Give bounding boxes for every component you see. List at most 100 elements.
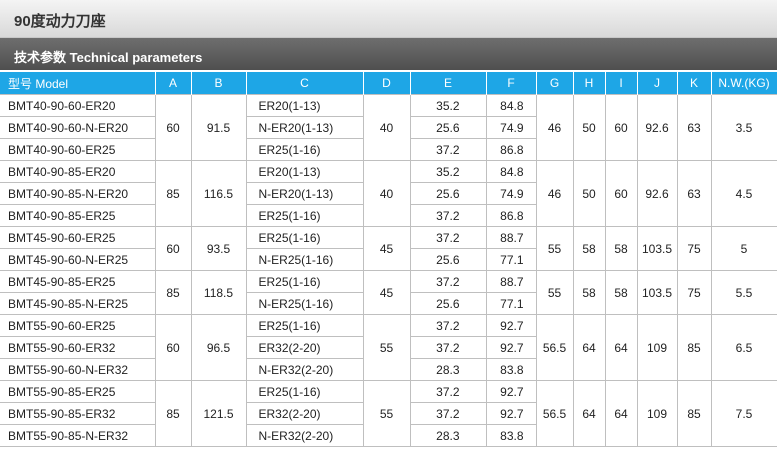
cell-f: 92.7 — [485, 402, 537, 425]
cell-model: BMT40-90-60-ER20 — [0, 94, 156, 117]
cell-h: 64 — [572, 380, 606, 447]
cell-e: 28.3 — [409, 358, 487, 381]
cell-g: 55 — [535, 226, 574, 271]
cell-j: 92.6 — [636, 94, 678, 161]
cell-b: 118.5 — [190, 270, 247, 315]
table-row: BMT40-90-60-ER20 60 91.5 ER20(1-13) 40 35.2 84… — [0, 94, 777, 161]
header-model: 型号 Model — [0, 72, 156, 95]
cell-k: 75 — [676, 226, 712, 271]
cell-a: 60 — [154, 226, 192, 271]
cell-g: 56.5 — [535, 314, 574, 381]
header-d: D — [363, 72, 411, 95]
table-header-row: 型号 Model A B C D E F G H I J K N.W.(KG) — [0, 72, 777, 95]
cell-g: 56.5 — [535, 380, 574, 447]
table-row: BMT45-90-85-ER25 85 118.5 ER25(1-16) 45 37.2 8… — [0, 270, 777, 315]
cell-g: 46 — [535, 94, 574, 161]
cell-f: 88.7 — [485, 270, 537, 293]
cell-f: 83.8 — [485, 358, 537, 381]
header-i: I — [605, 72, 638, 95]
cell-model: BMT40-90-85-ER25 — [0, 204, 156, 227]
cell-k: 85 — [676, 314, 712, 381]
cell-model: BMT55-90-85-ER25 — [0, 380, 156, 403]
cell-model: BMT55-90-60-N-ER32 — [0, 358, 156, 381]
header-b: B — [191, 72, 247, 95]
cell-f: 77.1 — [485, 292, 537, 315]
cell-e: 37.2 — [409, 380, 487, 403]
cell-c: N-ER25(1-16) — [245, 248, 364, 271]
cell-j: 103.5 — [636, 226, 678, 271]
cell-c: ER25(1-16) — [245, 314, 364, 337]
cell-a: 85 — [154, 270, 192, 315]
header-c: C — [246, 72, 364, 95]
cell-h: 58 — [572, 270, 606, 315]
cell-model: BMT45-90-85-N-ER25 — [0, 292, 156, 315]
cell-c: ER25(1-16) — [245, 226, 364, 249]
page-title: 90度动力刀座 — [0, 0, 777, 38]
cell-d: 55 — [362, 380, 411, 447]
cell-nw: 5.5 — [710, 270, 777, 315]
header-f: F — [486, 72, 537, 95]
table-row: BMT45-90-60-N-ER25 N-ER25(1-16) 25.6 77.1 — [0, 248, 777, 271]
cell-f: 74.9 — [485, 116, 537, 139]
cell-f: 84.8 — [485, 94, 537, 117]
cell-h: 64 — [572, 314, 606, 381]
cell-i: 64 — [604, 314, 638, 381]
cell-a: 85 — [154, 380, 192, 447]
cell-model: BMT55-90-60-ER32 — [0, 336, 156, 359]
cell-nw: 6.5 — [710, 314, 777, 381]
cell-model: BMT40-90-60-N-ER20 — [0, 116, 156, 139]
cell-d: 40 — [362, 160, 411, 227]
cell-f: 83.8 — [485, 424, 537, 447]
cell-i: 64 — [604, 380, 638, 447]
cell-c: ER25(1-16) — [245, 380, 364, 403]
header-g: G — [536, 72, 574, 95]
table-row: BMT45-90-85-N-ER25 N-ER25(1-16) 25.6 77.1 — [0, 292, 777, 315]
table-row: BMT40-90-85-ER20 85 116.5 ER20(1-13) 40 35.2 8… — [0, 160, 777, 227]
cell-k: 63 — [676, 94, 712, 161]
cell-e: 25.6 — [409, 292, 487, 315]
cell-nw: 4.5 — [710, 160, 777, 227]
cell-c: ER25(1-16) — [245, 204, 364, 227]
cell-nw: 3.5 — [710, 94, 777, 161]
cell-f: 77.1 — [485, 248, 537, 271]
cell-c: N-ER20(1-13) — [245, 116, 364, 139]
cell-model: BMT55-90-85-N-ER32 — [0, 424, 156, 447]
table-row: BMT55-90-60-ER25 60 96.5 ER25(1-16) 55 37.2 92… — [0, 314, 777, 381]
cell-model: BMT40-90-85-N-ER20 — [0, 182, 156, 205]
cell-b: 93.5 — [190, 226, 247, 271]
cell-b: 121.5 — [190, 380, 247, 447]
cell-model: BMT45-90-85-ER25 — [0, 270, 156, 293]
cell-model: BMT40-90-85-ER20 — [0, 160, 156, 183]
section-title: 技术参数 Technical parameters — [0, 38, 777, 72]
cell-f: 86.8 — [485, 138, 537, 161]
cell-d: 45 — [362, 226, 411, 271]
cell-c: N-ER25(1-16) — [245, 292, 364, 315]
cell-d: 45 — [362, 270, 411, 315]
cell-nw: 5 — [710, 226, 777, 271]
cell-e: 25.6 — [409, 248, 487, 271]
cell-b: 91.5 — [190, 94, 247, 161]
table-row: BMT40-90-85-N-ER20 N-ER20(1-13) 25.6 74.9 — [0, 182, 777, 205]
cell-nw: 7.5 — [710, 380, 777, 447]
cell-e: 35.2 — [409, 160, 487, 183]
cell-f: 88.7 — [485, 226, 537, 249]
cell-f: 74.9 — [485, 182, 537, 205]
parameters-table: 型号 Model A B C D E F G H I J K N.W.(KG) … — [0, 72, 777, 447]
cell-c: N-ER20(1-13) — [245, 182, 364, 205]
cell-f: 92.7 — [485, 380, 537, 403]
cell-model: BMT45-90-60-N-ER25 — [0, 248, 156, 271]
cell-f: 92.7 — [485, 314, 537, 337]
cell-d: 55 — [362, 314, 411, 381]
cell-e: 25.6 — [409, 116, 487, 139]
cell-e: 37.2 — [409, 226, 487, 249]
cell-e: 35.2 — [409, 94, 487, 117]
cell-k: 85 — [676, 380, 712, 447]
cell-e: 28.3 — [409, 424, 487, 447]
cell-h: 50 — [572, 94, 606, 161]
cell-f: 86.8 — [485, 204, 537, 227]
cell-k: 63 — [676, 160, 712, 227]
header-h: H — [573, 72, 606, 95]
cell-i: 58 — [604, 270, 638, 315]
cell-e: 37.2 — [409, 402, 487, 425]
cell-i: 60 — [604, 160, 638, 227]
